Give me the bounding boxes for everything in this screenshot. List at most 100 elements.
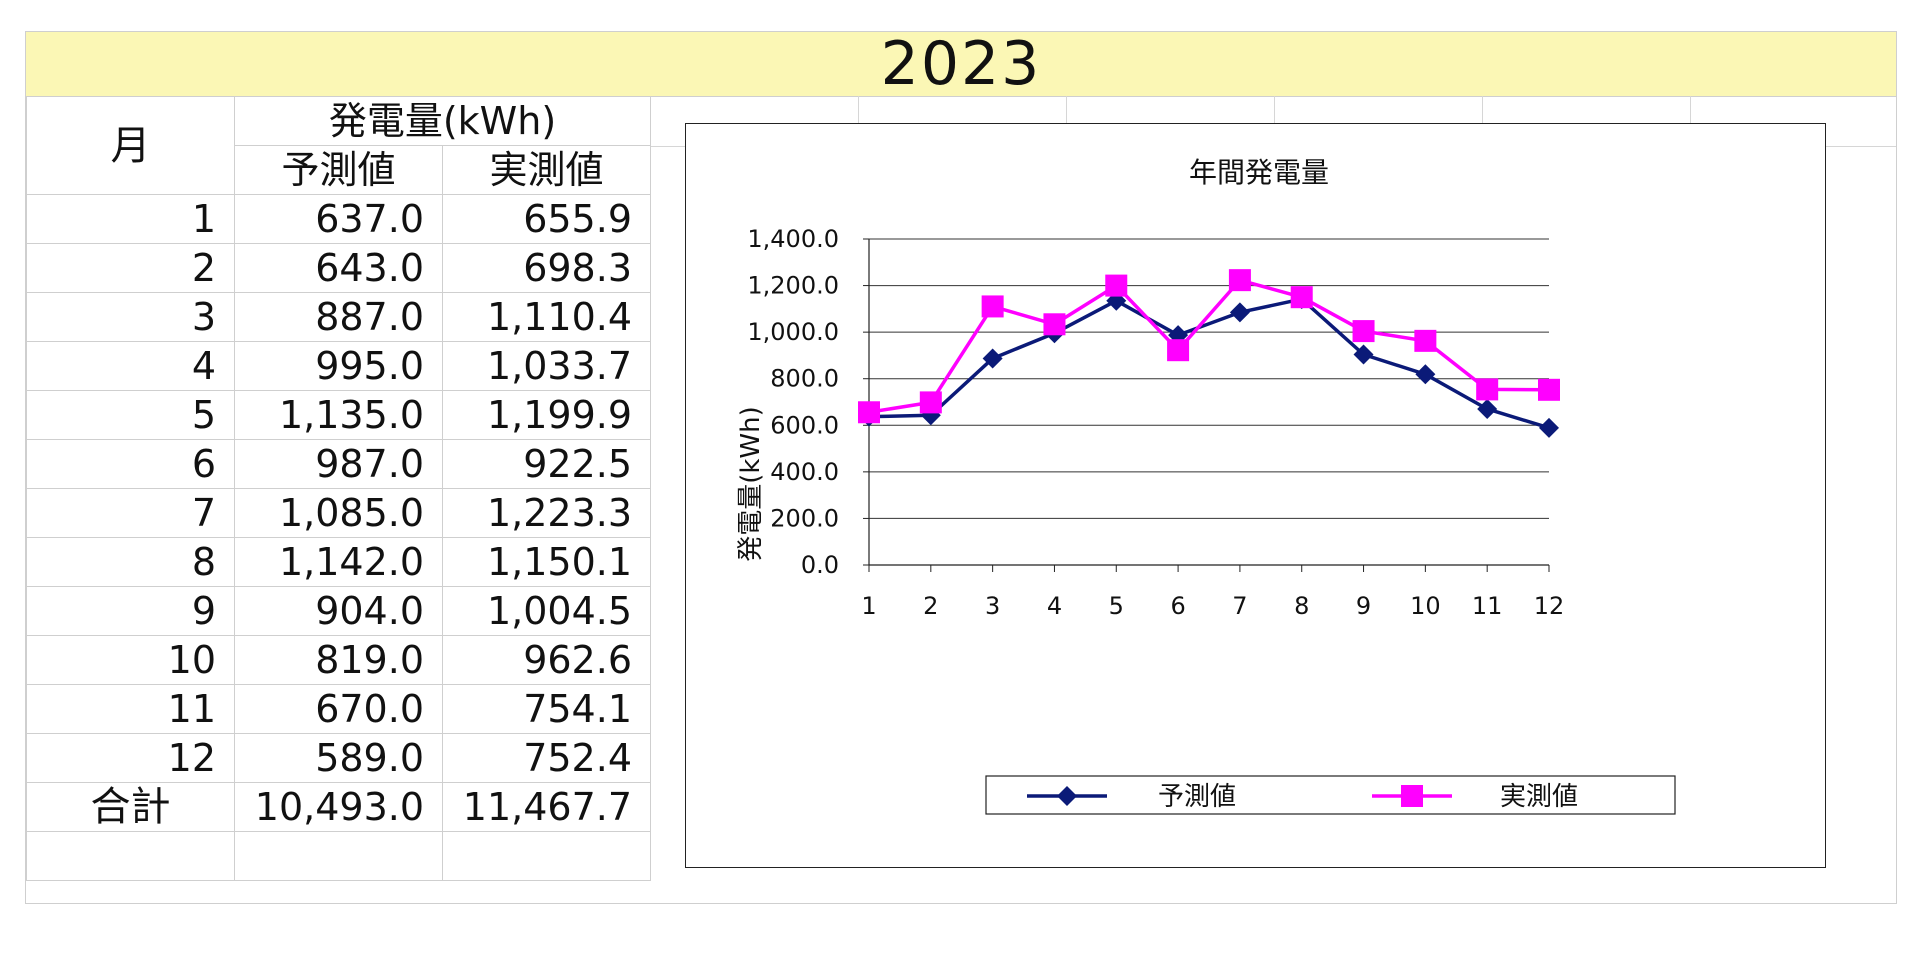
data-point: [1043, 313, 1066, 336]
actual-cell: 698.3: [442, 243, 651, 293]
x-tick-label: 11: [1472, 592, 1503, 620]
table-row: 12 589.0 752.4: [26, 733, 651, 783]
empty-cell: [442, 831, 651, 881]
table-subheader-row: 予測値 実測値: [27, 145, 651, 195]
table-row: 4 995.0 1,033.7: [26, 341, 651, 391]
y-tick-label: 1,000.0: [747, 318, 839, 346]
data-point: [1167, 339, 1190, 362]
actual-header: 実測値: [442, 145, 651, 195]
x-tick-label: 10: [1410, 592, 1441, 620]
x-tick-label: 2: [923, 592, 938, 620]
month-cell: 8: [26, 537, 235, 587]
month-cell: 10: [26, 635, 235, 685]
forecast-header: 予測値: [234, 145, 443, 195]
total-label: 合計: [26, 782, 235, 832]
actual-cell: 1,110.4: [442, 292, 651, 342]
x-tick-label: 1: [861, 592, 876, 620]
series-2: [858, 269, 1560, 424]
gridline: [858, 96, 859, 146]
empty-cell: [234, 831, 443, 881]
month-cell: 5: [26, 390, 235, 440]
series-line: [868, 278, 1550, 414]
month-cell: 6: [26, 439, 235, 489]
forecast-cell: 589.0: [234, 733, 443, 783]
spreadsheet: 2023 月 発電量(kWh) 予測値 実測値 1 637.0 655.9 2 643.…: [25, 31, 1897, 904]
forecast-cell: 1,135.0: [234, 390, 443, 440]
forecast-cell: 1,085.0: [234, 488, 443, 538]
actual-cell: 1,004.5: [442, 586, 651, 636]
actual-cell: 962.6: [442, 635, 651, 685]
x-tick-label: 5: [1109, 592, 1124, 620]
data-point: [981, 295, 1004, 318]
y-axis-label: 発電量(kWh): [736, 406, 766, 562]
data-point: [1353, 344, 1374, 365]
actual-cell: 1,223.3: [442, 488, 651, 538]
data-point: [1290, 286, 1313, 309]
month-cell: 2: [26, 243, 235, 293]
table-row: 10 819.0 962.6: [26, 635, 651, 685]
data-point: [1229, 302, 1250, 323]
forecast-cell: 819.0: [234, 635, 443, 685]
y-tick-label: 400.0: [770, 458, 839, 486]
x-tick-label: 3: [985, 592, 1000, 620]
month-cell: 3: [26, 292, 235, 342]
forecast-cell: 995.0: [234, 341, 443, 391]
table-row: 1 637.0 655.9: [26, 194, 651, 244]
data-point: [1228, 269, 1251, 292]
data-point: [1476, 378, 1499, 401]
table-row: 9 904.0 1,004.5: [26, 586, 651, 636]
forecast-cell: 1,142.0: [234, 537, 443, 587]
gridline: [1482, 96, 1483, 146]
data-point: [1414, 329, 1437, 352]
data-point: [982, 348, 1003, 369]
chart-title: 年間発電量: [1189, 156, 1329, 189]
y-tick-label: 600.0: [770, 411, 839, 439]
data-point: [919, 391, 942, 414]
x-tick-label: 6: [1170, 592, 1185, 620]
forecast-cell: 643.0: [234, 243, 443, 293]
legend-marker: [1401, 785, 1423, 807]
forecast-cell: 670.0: [234, 684, 443, 734]
empty-row: [26, 831, 651, 881]
data-point: [1352, 320, 1375, 343]
forecast-cell: 904.0: [234, 586, 443, 636]
actual-cell: 752.4: [442, 733, 651, 783]
title-band: 2023: [26, 32, 1896, 97]
year-title: 2023: [880, 29, 1042, 99]
line-chart: 年間発電量 発電量(kWh) 0.0 200.0 400.0 600.0 800.0 1,…: [736, 156, 1676, 815]
data-point: [858, 401, 880, 424]
table-row: 6 987.0 922.5: [26, 439, 651, 489]
month-cell: 1: [26, 194, 235, 244]
table-header-row: 月 発電量(kWh): [26, 96, 651, 195]
month-cell: 7: [26, 488, 235, 538]
month-cell: 12: [26, 733, 235, 783]
y-tick-label: 1,400.0: [747, 225, 839, 253]
legend-label: 予測値: [1158, 782, 1236, 812]
actual-cell: 1,150.1: [442, 537, 651, 587]
actual-cell: 655.9: [442, 194, 651, 244]
gridline: [1690, 96, 1691, 146]
gridline: [1274, 96, 1275, 146]
forecast-cell: 887.0: [234, 292, 443, 342]
legend-marker: [1057, 786, 1077, 806]
data-point: [1539, 417, 1559, 438]
chart-area[interactable]: 年間発電量 発電量(kWh) 0.0 200.0 400.0 600.0 800.0 1,…: [685, 123, 1826, 868]
x-tick-label: 7: [1232, 592, 1247, 620]
actual-cell: 922.5: [442, 439, 651, 489]
y-tick-label: 200.0: [770, 504, 839, 532]
data-point: [1105, 274, 1128, 297]
month-cell: 9: [26, 586, 235, 636]
month-cell: 4: [26, 341, 235, 391]
month-header: 月: [26, 96, 235, 195]
empty-cell: [26, 831, 235, 881]
table-row: 8 1,142.0 1,150.1: [26, 537, 651, 587]
gridline: [1066, 96, 1067, 146]
actual-cell: 754.1: [442, 684, 651, 734]
x-tick-label: 4: [1047, 592, 1062, 620]
y-tick-label: 0.0: [801, 551, 839, 579]
x-tick-label: 9: [1356, 592, 1371, 620]
gridline: [650, 96, 651, 146]
table-row: 2 643.0 698.3: [26, 243, 651, 293]
y-tick-label: 800.0: [770, 365, 839, 393]
table-row: 5 1,135.0 1,199.9: [26, 390, 651, 440]
